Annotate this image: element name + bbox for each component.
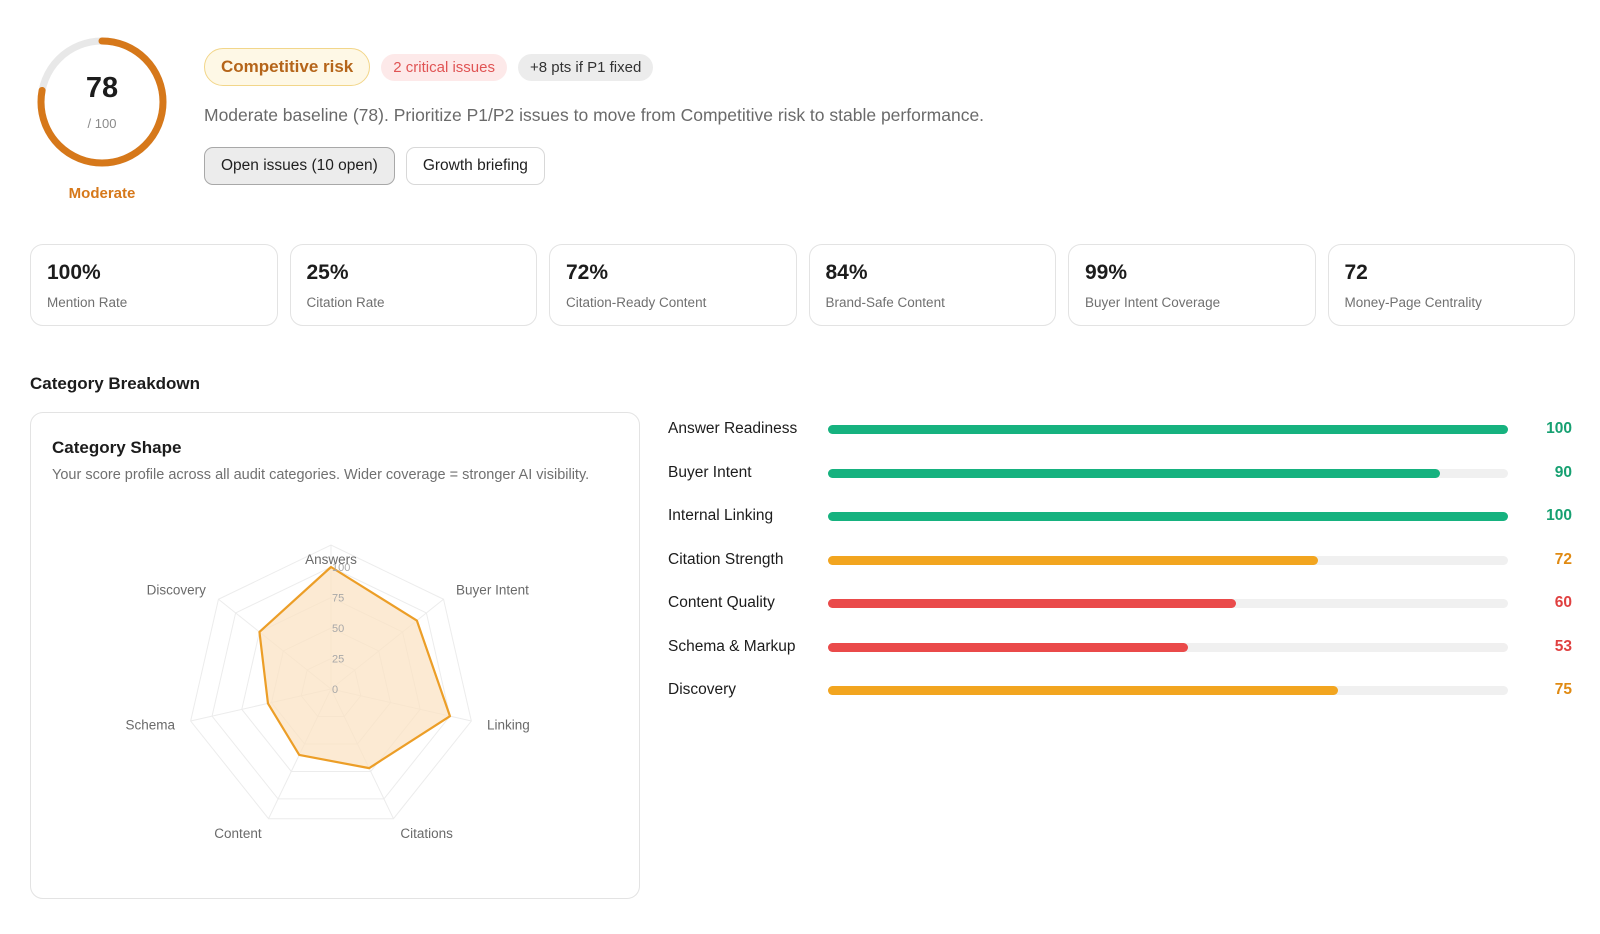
- status-badges: Competitive risk 2 critical issues +8 pt…: [204, 48, 654, 86]
- radar-grid-ring: [211, 566, 451, 800]
- radar-series-area: [258, 565, 452, 770]
- bar-category-label: Buyer Intent: [668, 463, 752, 481]
- critical-issues-badge: 2 critical issues: [381, 53, 507, 81]
- metric-label: Brand-Safe Content: [825, 295, 945, 310]
- bar-category-label: Internal Linking: [668, 507, 774, 524]
- score-ring-fill: [37, 37, 167, 167]
- radar-axis-label: Buyer Intent: [456, 582, 529, 597]
- bar-row: Buyer Intent 90: [668, 456, 1572, 500]
- bar-category-label: Discovery: [668, 681, 737, 698]
- bar-row: Citation Strength 72: [668, 543, 1572, 587]
- metric-value: 25%: [306, 261, 349, 284]
- radar-tick-label: 75: [332, 593, 344, 605]
- metric-label: Citation-Ready Content: [566, 295, 707, 310]
- metric-cards: 100% Mention Rate 25% Citation Rate 72% …: [30, 244, 1575, 326]
- bar-track: [828, 555, 1508, 565]
- radar-axis-label: Content: [214, 826, 262, 841]
- metric-label: Mention Rate: [47, 295, 128, 310]
- bar-value-label: 60: [1554, 594, 1572, 611]
- radar-tick-label: 100: [332, 562, 350, 574]
- metric-value: 100%: [47, 261, 101, 284]
- metric-card-money-page-centrality: 72 Money-Page Centrality: [1327, 244, 1575, 326]
- category-bars: Answer Readiness 100 Buyer Intent 90 Interna…: [668, 412, 1572, 717]
- score-gauge: 78 / 100: [32, 32, 172, 172]
- metric-card-brand-safe-content: 84% Brand-Safe Content: [808, 244, 1056, 326]
- radar-axis-label: Citations: [400, 826, 453, 841]
- radar-tick-label: 25: [332, 654, 344, 666]
- action-buttons: Open issues (10 open) Growth briefing: [204, 147, 545, 185]
- metric-label: Citation Rate: [306, 295, 385, 310]
- bar-track: [828, 642, 1508, 652]
- card-title: Category Shape: [52, 438, 182, 457]
- bar-value-label: 90: [1554, 463, 1572, 481]
- bar-track: [828, 599, 1508, 608]
- metric-card-buyer-intent-coverage: 99% Buyer Intent Coverage: [1068, 244, 1316, 326]
- bar-fill: [828, 599, 1236, 608]
- growth-briefing-button[interactable]: Growth briefing: [405, 147, 545, 185]
- metric-value: 84%: [825, 261, 868, 284]
- bar-value-label: 100: [1546, 507, 1572, 524]
- bar-category-label: Schema & Markup: [668, 637, 796, 655]
- metric-card-mention-rate: 100% Mention Rate: [30, 244, 278, 326]
- metric-label: Buyer Intent Coverage: [1085, 295, 1221, 310]
- metric-value: 72%: [566, 261, 609, 284]
- bar-track: [828, 512, 1508, 521]
- category-shape-card: Category Shape Your score profile across…: [30, 412, 640, 899]
- bar-fill: [828, 425, 1508, 434]
- score-value: 78: [85, 72, 119, 104]
- open-issues-button[interactable]: Open issues (10 open): [204, 147, 395, 185]
- metric-value: 72: [1344, 261, 1368, 284]
- score-summary: Moderate baseline (78). Prioritize P1/P2…: [204, 105, 985, 125]
- bar-value-label: 75: [1554, 681, 1572, 698]
- radar-axis-label: Schema: [126, 718, 176, 733]
- section-title: Category Breakdown: [30, 374, 201, 393]
- score-denominator: / 100: [87, 116, 117, 131]
- bar-category-label: Answer Readiness: [668, 420, 798, 437]
- card-subtitle: Your score profile across all audit cate…: [52, 467, 590, 483]
- bar-value-label: 100: [1546, 420, 1572, 437]
- bar-row: Content Quality 60: [668, 586, 1572, 630]
- bar-row: Schema & Markup 53: [668, 630, 1572, 674]
- bar-value-label: 72: [1554, 550, 1572, 568]
- bar-fill: [828, 512, 1508, 521]
- points-badge: +8 pts if P1 fixed: [517, 53, 654, 81]
- bar-category-label: Citation Strength: [668, 550, 784, 568]
- metric-card-citation-ready-content: 72% Citation-Ready Content: [549, 244, 797, 326]
- radar-axis-label: Answers: [305, 552, 357, 567]
- bar-row: Answer Readiness 100: [668, 412, 1572, 456]
- metric-card-citation-rate: 25% Citation Rate: [289, 244, 537, 326]
- radar-axis-label: Linking: [487, 718, 530, 733]
- score-ring: [37, 37, 167, 167]
- metric-label: Money-Page Centrality: [1344, 295, 1482, 310]
- bar-category-label: Content Quality: [668, 594, 775, 611]
- score-label: Moderate: [68, 185, 136, 202]
- bar-track: [828, 425, 1508, 434]
- radar-tick-label: 0: [332, 684, 338, 696]
- metric-value: 99%: [1085, 261, 1128, 284]
- radar-grid-ring: [190, 544, 472, 820]
- bar-track: [828, 686, 1508, 695]
- bar-fill: [828, 642, 1189, 652]
- radar-tick-label: 50: [332, 623, 344, 635]
- bar-row: Internal Linking 100: [668, 499, 1572, 543]
- bar-row: Discovery 75: [668, 673, 1572, 717]
- bar-fill: [828, 555, 1318, 565]
- bar-track: [828, 468, 1508, 478]
- bar-fill: [828, 686, 1338, 695]
- risk-badge: Competitive risk: [204, 48, 371, 86]
- bar-value-label: 53: [1554, 637, 1572, 655]
- radar-axis-label: Discovery: [147, 582, 207, 597]
- bar-fill: [828, 468, 1440, 478]
